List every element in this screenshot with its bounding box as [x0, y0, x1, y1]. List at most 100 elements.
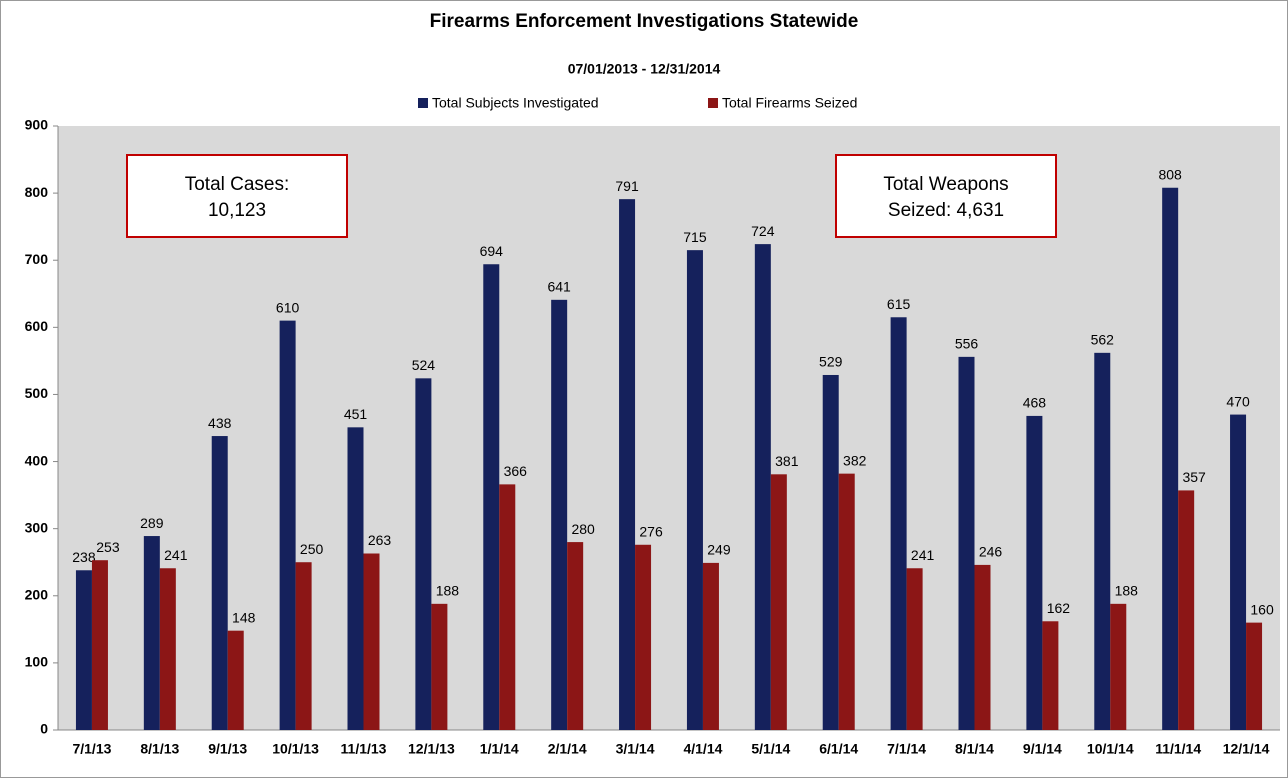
y-tick-label: 900: [25, 117, 49, 133]
bar: [890, 317, 907, 730]
y-tick-label: 700: [25, 251, 49, 267]
data-label: 188: [1115, 583, 1139, 599]
x-tick-label: 5/1/14: [751, 741, 790, 757]
x-tick-label: 2/1/14: [548, 741, 587, 757]
x-tick-label: 4/1/14: [683, 741, 722, 757]
data-label: 562: [1091, 332, 1115, 348]
bar: [702, 562, 719, 730]
data-label: 188: [436, 583, 460, 599]
data-label: 381: [775, 453, 799, 469]
chart-subtitle: 07/01/2013 - 12/31/2014: [568, 61, 721, 77]
data-label: 715: [683, 229, 707, 245]
x-tick-label: 10/1/14: [1087, 741, 1134, 757]
bar: [347, 427, 364, 730]
legend-swatch: [418, 98, 428, 108]
bar: [227, 630, 244, 730]
data-label: 366: [504, 463, 528, 479]
bar: [974, 564, 991, 730]
bar: [75, 570, 92, 730]
x-tick-label: 12/1/13: [408, 741, 455, 757]
data-label: 524: [412, 357, 436, 373]
data-label: 160: [1250, 601, 1274, 617]
data-label: 470: [1226, 393, 1250, 409]
bar: [567, 542, 584, 730]
bar: [499, 484, 516, 730]
x-tick-label: 6/1/14: [819, 741, 858, 757]
legend-swatch: [708, 98, 718, 108]
bar: [1110, 603, 1127, 730]
bar: [159, 568, 176, 730]
bar: [958, 356, 975, 730]
bar: [431, 603, 448, 730]
data-label: 162: [1047, 600, 1071, 616]
bar: [822, 374, 839, 730]
data-label: 357: [1182, 469, 1206, 485]
x-tick-label: 8/1/13: [140, 741, 179, 757]
bar: [1042, 621, 1059, 730]
bar: [1246, 622, 1263, 730]
data-label: 238: [72, 549, 96, 565]
bar: [551, 299, 568, 730]
bar: [279, 320, 296, 730]
annotation-box: [835, 154, 1057, 238]
x-tick-label: 9/1/14: [1023, 741, 1062, 757]
data-label: 451: [344, 406, 368, 422]
bar: [754, 244, 771, 731]
data-label: 641: [547, 279, 571, 295]
x-tick-label: 8/1/14: [955, 741, 994, 757]
bar: [91, 560, 108, 730]
x-tick-label: 7/1/13: [72, 741, 111, 757]
data-label: 250: [300, 541, 324, 557]
data-label: 694: [480, 243, 504, 259]
data-label: 249: [707, 542, 731, 558]
data-label: 280: [571, 521, 595, 537]
bar: [363, 553, 380, 730]
x-tick-label: 7/1/14: [887, 741, 926, 757]
annotation-text: Seized: 4,631: [888, 200, 1004, 221]
x-tick-label: 9/1/13: [208, 741, 247, 757]
x-tick-label: 12/1/14: [1223, 741, 1270, 757]
data-label: 610: [276, 299, 300, 315]
data-label: 615: [887, 296, 911, 312]
y-tick-label: 100: [25, 654, 49, 670]
bar: [686, 250, 703, 730]
chart-title: Firearms Enforcement Investigations Stat…: [430, 11, 859, 32]
data-label: 289: [140, 515, 164, 531]
data-label: 791: [615, 178, 639, 194]
bar: [295, 562, 312, 730]
bar: [1026, 415, 1043, 730]
bar: [1178, 490, 1195, 730]
bar: [838, 473, 855, 730]
data-label: 241: [164, 547, 188, 563]
bar: [483, 264, 500, 730]
bar: [635, 544, 652, 730]
y-tick-label: 800: [25, 184, 49, 200]
x-tick-label: 3/1/14: [616, 741, 655, 757]
bar: [770, 474, 787, 730]
data-label: 556: [955, 336, 979, 352]
data-label: 263: [368, 532, 392, 548]
annotation-box: [126, 154, 348, 238]
data-label: 382: [843, 452, 867, 468]
y-tick-label: 200: [25, 586, 49, 602]
data-label: 438: [208, 415, 232, 431]
bar: [619, 199, 636, 730]
legend-label: Total Firearms Seized: [722, 95, 857, 111]
data-label: 241: [911, 547, 935, 563]
y-tick-label: 300: [25, 519, 49, 535]
bar: [415, 378, 432, 730]
data-label: 148: [232, 609, 256, 625]
bar: [906, 568, 923, 730]
y-tick-label: 0: [40, 721, 48, 737]
annotation-text: Total Cases:: [185, 174, 290, 195]
y-tick-label: 400: [25, 452, 49, 468]
bar: [1094, 352, 1111, 730]
data-label: 246: [979, 544, 1003, 560]
x-tick-label: 11/1/13: [341, 741, 387, 757]
data-label: 276: [639, 523, 663, 539]
annotation-text: 10,123: [208, 200, 266, 221]
x-tick-label: 10/1/13: [272, 741, 319, 757]
annotation-text: Total Weapons: [883, 174, 1008, 195]
x-tick-label: 1/1/14: [480, 741, 519, 757]
